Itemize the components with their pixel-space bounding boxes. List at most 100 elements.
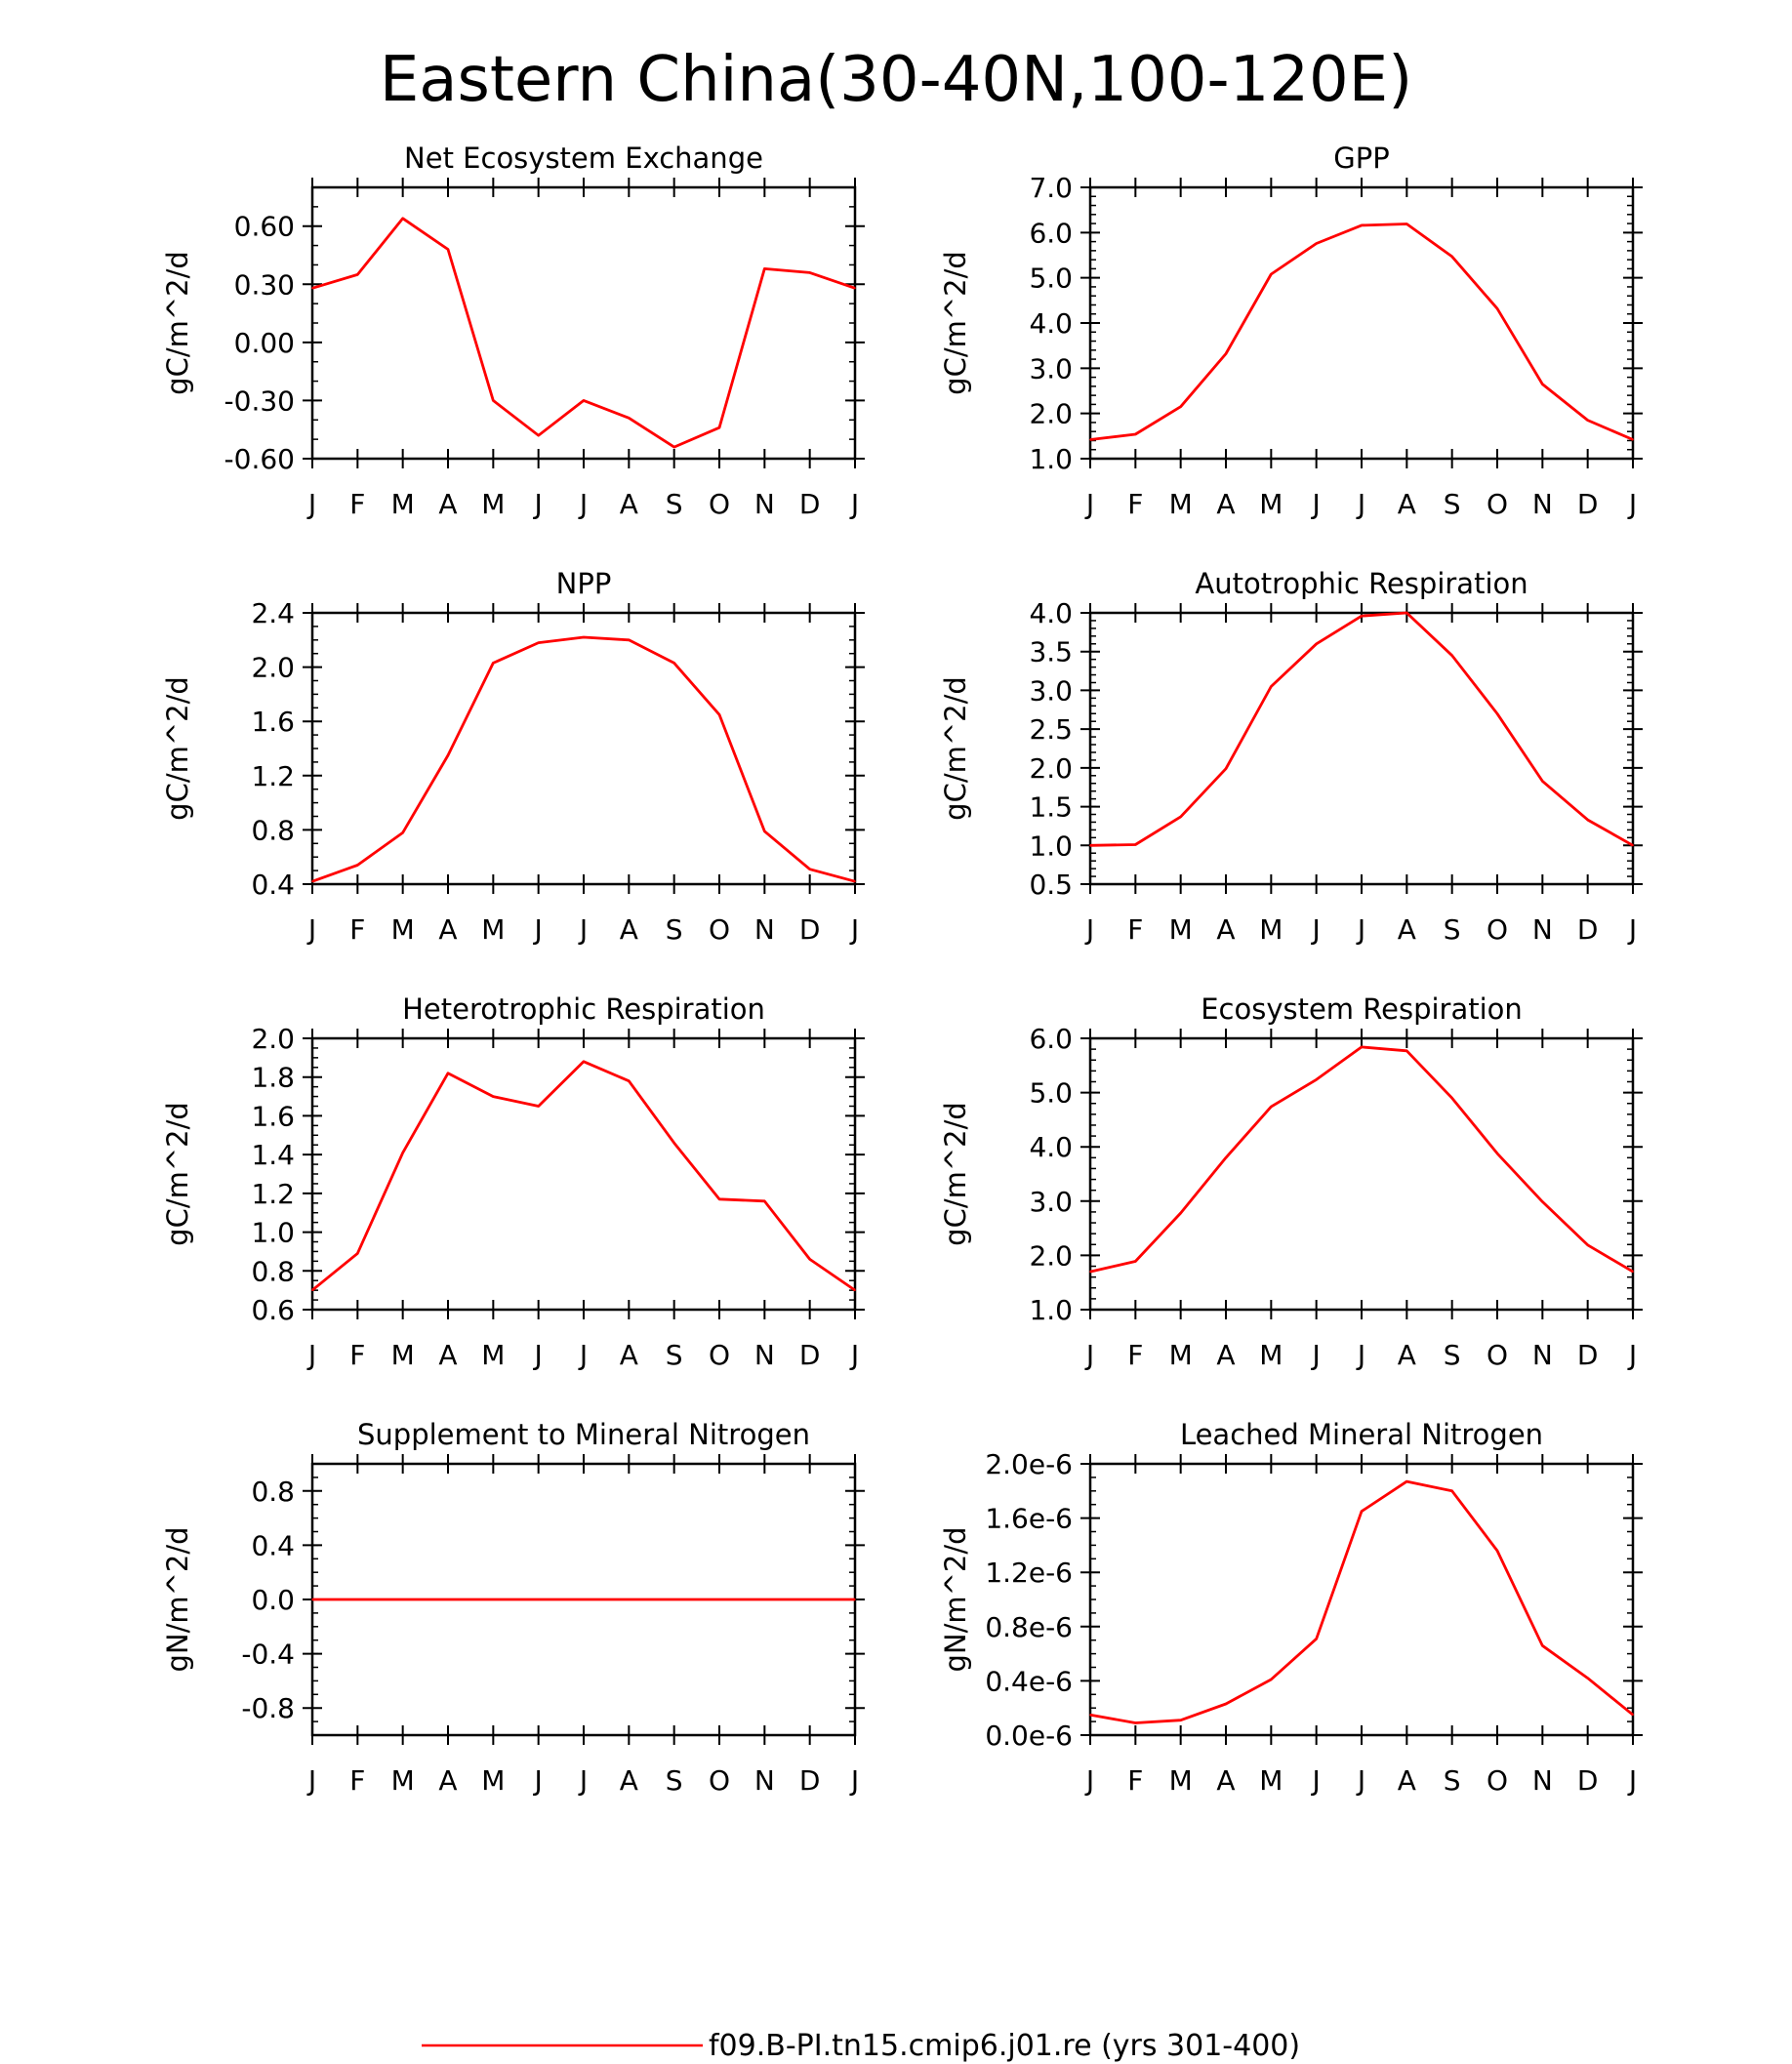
data-point bbox=[1632, 1271, 1634, 1273]
x-tick-label: N bbox=[1532, 913, 1553, 946]
x-tick-label: J bbox=[1627, 488, 1637, 520]
x-tick-label: F bbox=[1127, 1764, 1143, 1797]
data-point bbox=[763, 1200, 766, 1202]
data-point bbox=[1179, 1212, 1182, 1214]
data-point bbox=[492, 1599, 495, 1600]
x-tick-label: J bbox=[849, 1764, 859, 1797]
data-point bbox=[1405, 1049, 1408, 1052]
y-tick-label: 2.0e-6 bbox=[985, 1448, 1073, 1480]
y-tick-label: 7.0 bbox=[1029, 172, 1073, 204]
y-tick-label: 2.0 bbox=[1029, 398, 1073, 430]
x-tick-label: M bbox=[391, 1764, 415, 1797]
data-point bbox=[763, 1599, 766, 1600]
data-point bbox=[1270, 1106, 1273, 1108]
y-tick-label: 0.4 bbox=[251, 869, 295, 901]
x-tick-label: M bbox=[481, 488, 505, 520]
y-axis-label: gC/m^2/d bbox=[939, 1102, 972, 1246]
data-point bbox=[1315, 1638, 1318, 1640]
data-point bbox=[1496, 1153, 1498, 1154]
data-point bbox=[628, 639, 631, 641]
y-tick-label: 1.0 bbox=[251, 1217, 295, 1249]
panel-title: Leached Mineral Nitrogen bbox=[1180, 1418, 1543, 1451]
panel-title: Autotrophic Respiration bbox=[1195, 567, 1527, 600]
y-tick-label: 2.0 bbox=[251, 652, 295, 684]
x-tick-label: M bbox=[1169, 1764, 1193, 1797]
x-tick-label: A bbox=[620, 913, 638, 946]
data-point bbox=[1586, 419, 1589, 422]
data-point bbox=[628, 1599, 631, 1600]
data-point bbox=[311, 880, 313, 883]
y-tick-label: 1.2 bbox=[251, 760, 295, 792]
data-point bbox=[1270, 685, 1273, 688]
x-tick-label: S bbox=[666, 1764, 683, 1797]
data-point bbox=[628, 417, 631, 420]
x-tick-label: S bbox=[1444, 1339, 1461, 1371]
data-point bbox=[356, 1599, 359, 1600]
x-tick-label: M bbox=[391, 488, 415, 520]
plot-frame bbox=[310, 611, 857, 886]
x-tick-label: J bbox=[1084, 913, 1094, 946]
chart-panel: Autotrophic Respiration gC/m^2/d 0.5 1.0 1.5… bbox=[939, 567, 1643, 946]
y-tick-label: 6.0 bbox=[1029, 217, 1073, 249]
data-point bbox=[1541, 1644, 1544, 1647]
x-tick-label: J bbox=[1311, 488, 1321, 520]
y-axis-label: gC/m^2/d bbox=[161, 1102, 194, 1246]
data-point bbox=[718, 713, 720, 716]
series-line bbox=[311, 1060, 856, 1292]
y-tick-label: 2.0 bbox=[1029, 752, 1073, 785]
x-tick-label: O bbox=[1487, 913, 1508, 946]
x-tick-label: J bbox=[1084, 488, 1094, 520]
data-point bbox=[672, 1142, 675, 1145]
chart-panel: Supplement to Mineral Nitrogen gN/m^2/d -0… bbox=[161, 1418, 865, 1797]
data-point bbox=[718, 1198, 720, 1200]
x-tick-label: M bbox=[481, 1339, 505, 1371]
y-tick-label: 0.00 bbox=[234, 327, 295, 359]
data-point bbox=[854, 287, 856, 290]
data-point bbox=[1496, 712, 1498, 715]
data-point bbox=[401, 217, 404, 220]
x-tick-label: J bbox=[533, 1764, 543, 1797]
x-tick-label: O bbox=[709, 488, 730, 520]
data-point bbox=[1405, 612, 1408, 614]
x-tick-label: A bbox=[1216, 488, 1235, 520]
x-tick-label: M bbox=[1259, 913, 1283, 946]
data-point bbox=[1361, 1046, 1363, 1048]
series-line bbox=[1089, 611, 1634, 847]
x-tick-label: D bbox=[1577, 488, 1599, 520]
y-tick-label: 0.5 bbox=[1029, 869, 1073, 901]
x-tick-label: J bbox=[1627, 1764, 1637, 1797]
panel-title: Heterotrophic Respiration bbox=[402, 992, 765, 1026]
x-tick-label: S bbox=[666, 488, 683, 520]
data-point bbox=[1225, 767, 1227, 770]
x-tick-label: J bbox=[1356, 913, 1365, 946]
x-tick-label: M bbox=[481, 913, 505, 946]
x-tick-label: F bbox=[1127, 913, 1143, 946]
y-tick-label: 2.0 bbox=[1029, 1239, 1073, 1272]
data-point bbox=[447, 754, 449, 756]
x-tick-label: J bbox=[849, 1339, 859, 1371]
y-tick-label: -0.60 bbox=[224, 443, 295, 475]
plot-frame bbox=[1088, 611, 1635, 886]
y-tick-label: 1.5 bbox=[1029, 791, 1073, 824]
x-tick-label: J bbox=[578, 913, 588, 946]
data-point bbox=[492, 1095, 495, 1098]
x-tick-label: M bbox=[391, 1339, 415, 1371]
data-point bbox=[1315, 642, 1318, 645]
data-point bbox=[854, 880, 856, 883]
x-tick-label: J bbox=[1356, 1764, 1365, 1797]
y-tick-label: 1.0 bbox=[1029, 443, 1073, 475]
x-tick-label: N bbox=[754, 1339, 775, 1371]
x-tick-label: A bbox=[438, 1764, 457, 1797]
data-point bbox=[1632, 438, 1634, 441]
x-tick-label: M bbox=[1259, 488, 1283, 520]
data-point bbox=[1496, 307, 1498, 309]
x-tick-label: D bbox=[1577, 1339, 1599, 1371]
data-point bbox=[854, 1289, 856, 1291]
data-point bbox=[854, 1599, 856, 1600]
y-tick-label: 1.0 bbox=[1029, 830, 1073, 862]
y-tick-label: 1.6e-6 bbox=[985, 1503, 1073, 1535]
y-tick-label: 0.8e-6 bbox=[985, 1611, 1073, 1643]
y-tick-label: 0.8 bbox=[251, 1476, 295, 1508]
y-tick-label: 0.6 bbox=[251, 1294, 295, 1326]
